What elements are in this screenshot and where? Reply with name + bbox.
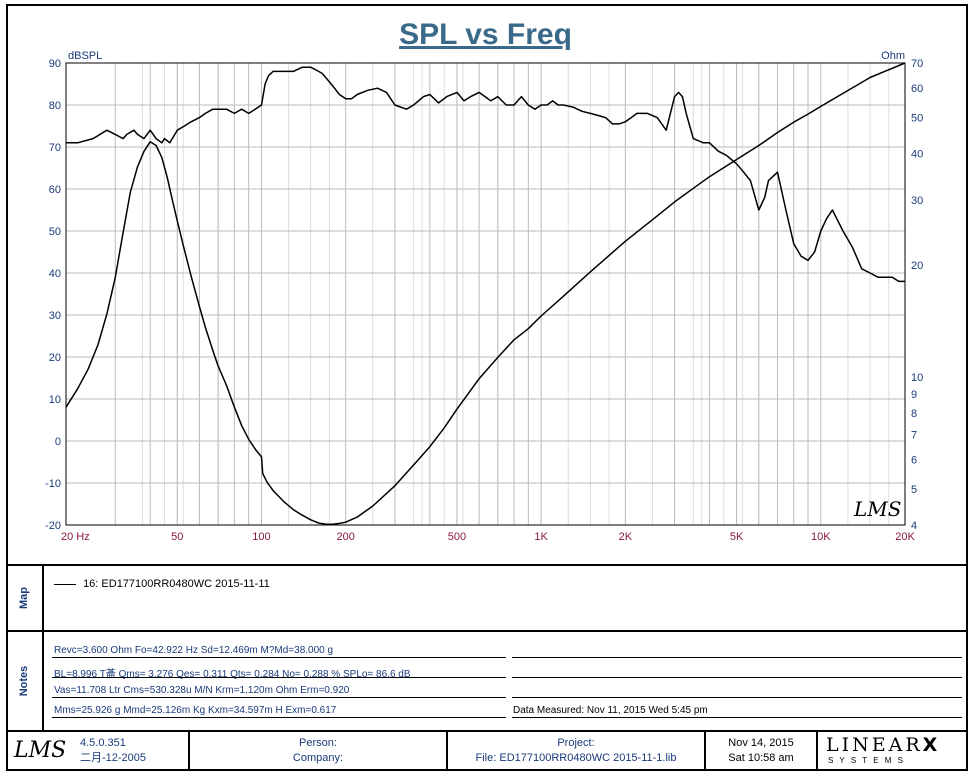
x-tick-label: 1K bbox=[534, 531, 548, 543]
note-rule bbox=[52, 677, 506, 678]
y-right-tick-label: 7 bbox=[911, 430, 917, 442]
x-tick-label: 200 bbox=[336, 531, 354, 543]
project-cell: Project: File: ED177100RR0480WC 2015-11-… bbox=[448, 732, 706, 771]
x-tick-label: 20K bbox=[895, 531, 915, 543]
notes-label-text: Notes bbox=[18, 665, 30, 697]
brand-cell: LINEARX S Y S T E M S bbox=[818, 732, 964, 771]
y-left-tick-label: 50 bbox=[49, 226, 61, 238]
map-entry-text: 16: ED177100RR0480WC 2015-11-11 bbox=[83, 578, 270, 590]
x-tick-label: 50 bbox=[171, 531, 183, 543]
notes-side-label: Notes bbox=[6, 632, 44, 730]
y-left-tick-label: -20 bbox=[45, 520, 61, 532]
note-rule bbox=[512, 677, 962, 678]
date-cell: Nov 14, 2015 Sat 10:58 am bbox=[706, 732, 818, 771]
y-left-tick-label: 90 bbox=[49, 58, 61, 70]
footer-panel: LMS 4.5.0.351 二月-12-2005 Person: Company… bbox=[6, 732, 968, 771]
chart-title: SPL vs Freq bbox=[399, 18, 572, 51]
y-axis-left-label: dBSPL bbox=[68, 50, 102, 62]
y-right-tick-label: 70 bbox=[911, 58, 923, 70]
y-right-tick-label: 10 bbox=[911, 372, 923, 384]
x-tick-label: 2K bbox=[619, 531, 633, 543]
report-time: Sat 10:58 am bbox=[728, 752, 794, 764]
y-right-tick-label: 60 bbox=[911, 83, 923, 95]
lms-watermark: LMS bbox=[853, 497, 901, 521]
note-row-1: Revc=3.600 Ohm Fo=42.922 Hz Sd=12.469m M… bbox=[54, 645, 334, 656]
brand-logo: LINEARX bbox=[826, 734, 940, 756]
note-row-3: Vas=11.708 Ltr Cms=530.328u M/N Krm=1.12… bbox=[54, 685, 350, 696]
spl-series-line bbox=[66, 66, 905, 283]
y-axis-right-label: Ohm bbox=[881, 50, 905, 62]
note-rule bbox=[52, 657, 506, 658]
y-left-tick-label: 10 bbox=[49, 394, 61, 406]
company-label: Company: bbox=[292, 752, 344, 764]
y-right-tick-label: 40 bbox=[911, 148, 923, 160]
spl-chart: 20 Hz 50 100 200 500 1K 2K 5K 10K 20K908070605040… bbox=[45, 18, 923, 543]
y-left-tick-label: -10 bbox=[45, 478, 61, 490]
brand-x: X bbox=[922, 734, 941, 756]
brand-subtitle: S Y S T E M S bbox=[828, 756, 905, 765]
project-label: Project: bbox=[557, 737, 595, 749]
x-tick-label: 5K bbox=[730, 531, 744, 543]
person-cell: Person: Company: bbox=[190, 732, 448, 771]
y-left-tick-label: 0 bbox=[55, 436, 61, 448]
y-right-tick-label: 20 bbox=[911, 260, 923, 272]
notes-panel: Notes Revc=3.600 Ohm Fo=42.922 Hz Sd=12.… bbox=[6, 632, 968, 732]
y-right-tick-label: 4 bbox=[911, 520, 917, 532]
y-right-tick-label: 9 bbox=[911, 389, 917, 401]
report-date: Nov 14, 2015 bbox=[728, 737, 794, 749]
y-left-tick-label: 60 bbox=[49, 184, 61, 196]
note-rule bbox=[512, 697, 962, 698]
version-text: 4.5.0.351 bbox=[80, 737, 126, 749]
lms-logo: LMS bbox=[14, 738, 67, 763]
y-right-tick-label: 6 bbox=[911, 455, 917, 467]
x-tick-label: 500 bbox=[448, 531, 466, 543]
chart-panel: 20 Hz 50 100 200 500 1K 2K 5K 10K 20K 90 80 70 60 50 40… bbox=[6, 4, 968, 566]
y-left-tick-label: 30 bbox=[49, 310, 61, 322]
y-right-tick-label: 30 bbox=[911, 195, 923, 207]
y-right-tick-label: 5 bbox=[911, 484, 917, 496]
map-entry[interactable]: 16: ED177100RR0480WC 2015-11-11 bbox=[54, 578, 270, 590]
y-left-tick-label: 40 bbox=[49, 268, 61, 280]
x-tick-label: 10K bbox=[811, 531, 831, 543]
y-right-tick-label: 8 bbox=[911, 408, 917, 420]
note-rule bbox=[512, 657, 962, 658]
x-tick-label: 100 bbox=[252, 531, 270, 543]
version-date: 二月-12-2005 bbox=[80, 752, 147, 764]
note-rule bbox=[512, 717, 962, 718]
map-label-text: Map bbox=[18, 587, 30, 609]
note-rule bbox=[52, 717, 506, 718]
note-row-4: Mms=25.926 g Mmd=25.126m Kg Kxm=34.597m … bbox=[54, 705, 337, 716]
person-label: Person: bbox=[299, 737, 337, 749]
series-layer bbox=[65, 62, 906, 525]
tick-label-layer: 20 Hz 50 100 200 500 1K 2K 5K 10K 20K908070605040… bbox=[45, 58, 923, 543]
note-row-2: BL=8.996 T菕 Qms= 3.276 Qes= 0.311 Qts= 0… bbox=[54, 669, 411, 680]
y-left-tick-label: 80 bbox=[49, 100, 61, 112]
version-cell: LMS 4.5.0.351 二月-12-2005 bbox=[6, 732, 190, 771]
measured-date: Data Measured: Nov 11, 2015 Wed 5:45 pm bbox=[513, 705, 708, 716]
file-label: File: ED177100RR0480WC 2015-11-1.lib bbox=[475, 752, 677, 764]
impedance-series-line bbox=[65, 62, 906, 525]
y-right-tick-label: 50 bbox=[911, 112, 923, 124]
plot-border bbox=[65, 62, 906, 526]
note-rule bbox=[52, 697, 506, 698]
y-left-tick-label: 70 bbox=[49, 142, 61, 154]
y-left-tick-label: 20 bbox=[49, 352, 61, 364]
map-side-label: Map bbox=[6, 566, 44, 630]
map-panel: Map 16: ED177100RR0480WC 2015-11-11 bbox=[6, 566, 968, 632]
trace-line-sample bbox=[54, 583, 76, 585]
x-tick-label: 20 Hz bbox=[61, 531, 90, 543]
brand-name: LINEAR bbox=[826, 734, 923, 756]
